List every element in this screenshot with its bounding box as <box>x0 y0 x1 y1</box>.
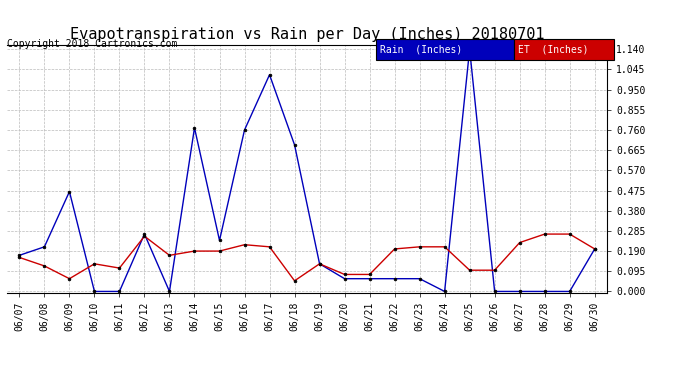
Text: ET  (Inches): ET (Inches) <box>518 45 588 55</box>
Title: Evapotranspiration vs Rain per Day (Inches) 20180701: Evapotranspiration vs Rain per Day (Inch… <box>70 27 544 42</box>
Text: Rain  (Inches): Rain (Inches) <box>380 45 462 55</box>
Text: Copyright 2018 Cartronics.com: Copyright 2018 Cartronics.com <box>7 39 177 50</box>
